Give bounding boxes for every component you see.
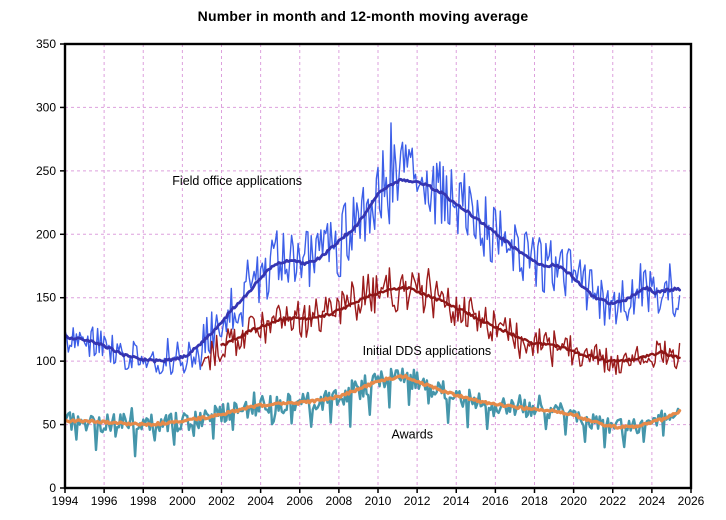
x-tick-label: 2026 [678, 494, 705, 508]
monthly-line-initial-dds-applications [201, 267, 681, 375]
x-tick-label: 2012 [404, 494, 431, 508]
y-tick-label: 50 [43, 418, 57, 432]
x-tick-label: 1998 [130, 494, 157, 508]
x-tick-label: 2018 [521, 494, 548, 508]
moving-average-line-awards [66, 373, 682, 430]
gridlines [65, 44, 691, 488]
x-tick-label: 2022 [599, 494, 626, 508]
x-tick-label: 2016 [482, 494, 509, 508]
x-tick-label: 1994 [52, 494, 79, 508]
axis-ticks [60, 43, 692, 493]
y-tick-label: 300 [36, 100, 56, 114]
x-tick-label: 2000 [169, 494, 196, 508]
field-office-label: Field office applications [172, 174, 302, 188]
x-tick-label: 2006 [286, 494, 313, 508]
y-tick-label: 250 [36, 164, 56, 178]
initial-dds-label: Initial DDS applications [363, 344, 492, 358]
y-axis-labels: 0 50 100 150 200 250 300 350 [36, 37, 56, 495]
x-tick-label: 2020 [560, 494, 587, 508]
series-annotations: Field office applications Initial DDS app… [172, 174, 491, 442]
data-series [66, 122, 682, 458]
x-tick-label: 1996 [91, 494, 118, 508]
y-tick-label: 0 [49, 481, 56, 495]
chart-title: Number in month and 12-month moving aver… [197, 8, 529, 24]
x-tick-label: 2010 [365, 494, 392, 508]
moving-average-line-initial-dds-applications [220, 285, 681, 363]
monthly-line-awards [66, 367, 681, 458]
x-tick-label: 2008 [326, 494, 353, 508]
x-tick-label: 2024 [639, 494, 666, 508]
x-tick-label: 2002 [208, 494, 235, 508]
y-tick-label: 200 [36, 227, 56, 241]
y-tick-label: 350 [36, 37, 56, 51]
y-tick-label: 150 [36, 291, 56, 305]
x-axis-labels: 1994 1996 1998 2000 2002 2004 2006 2008 2010 2012… [52, 494, 705, 508]
y-tick-label: 100 [36, 354, 56, 368]
x-tick-label: 2004 [247, 494, 274, 508]
awards-label: Awards [392, 428, 433, 442]
moving-average-line-field-office-applications [66, 177, 681, 364]
monthly-line-field-office-applications [66, 122, 681, 375]
x-tick-label: 2014 [443, 494, 470, 508]
